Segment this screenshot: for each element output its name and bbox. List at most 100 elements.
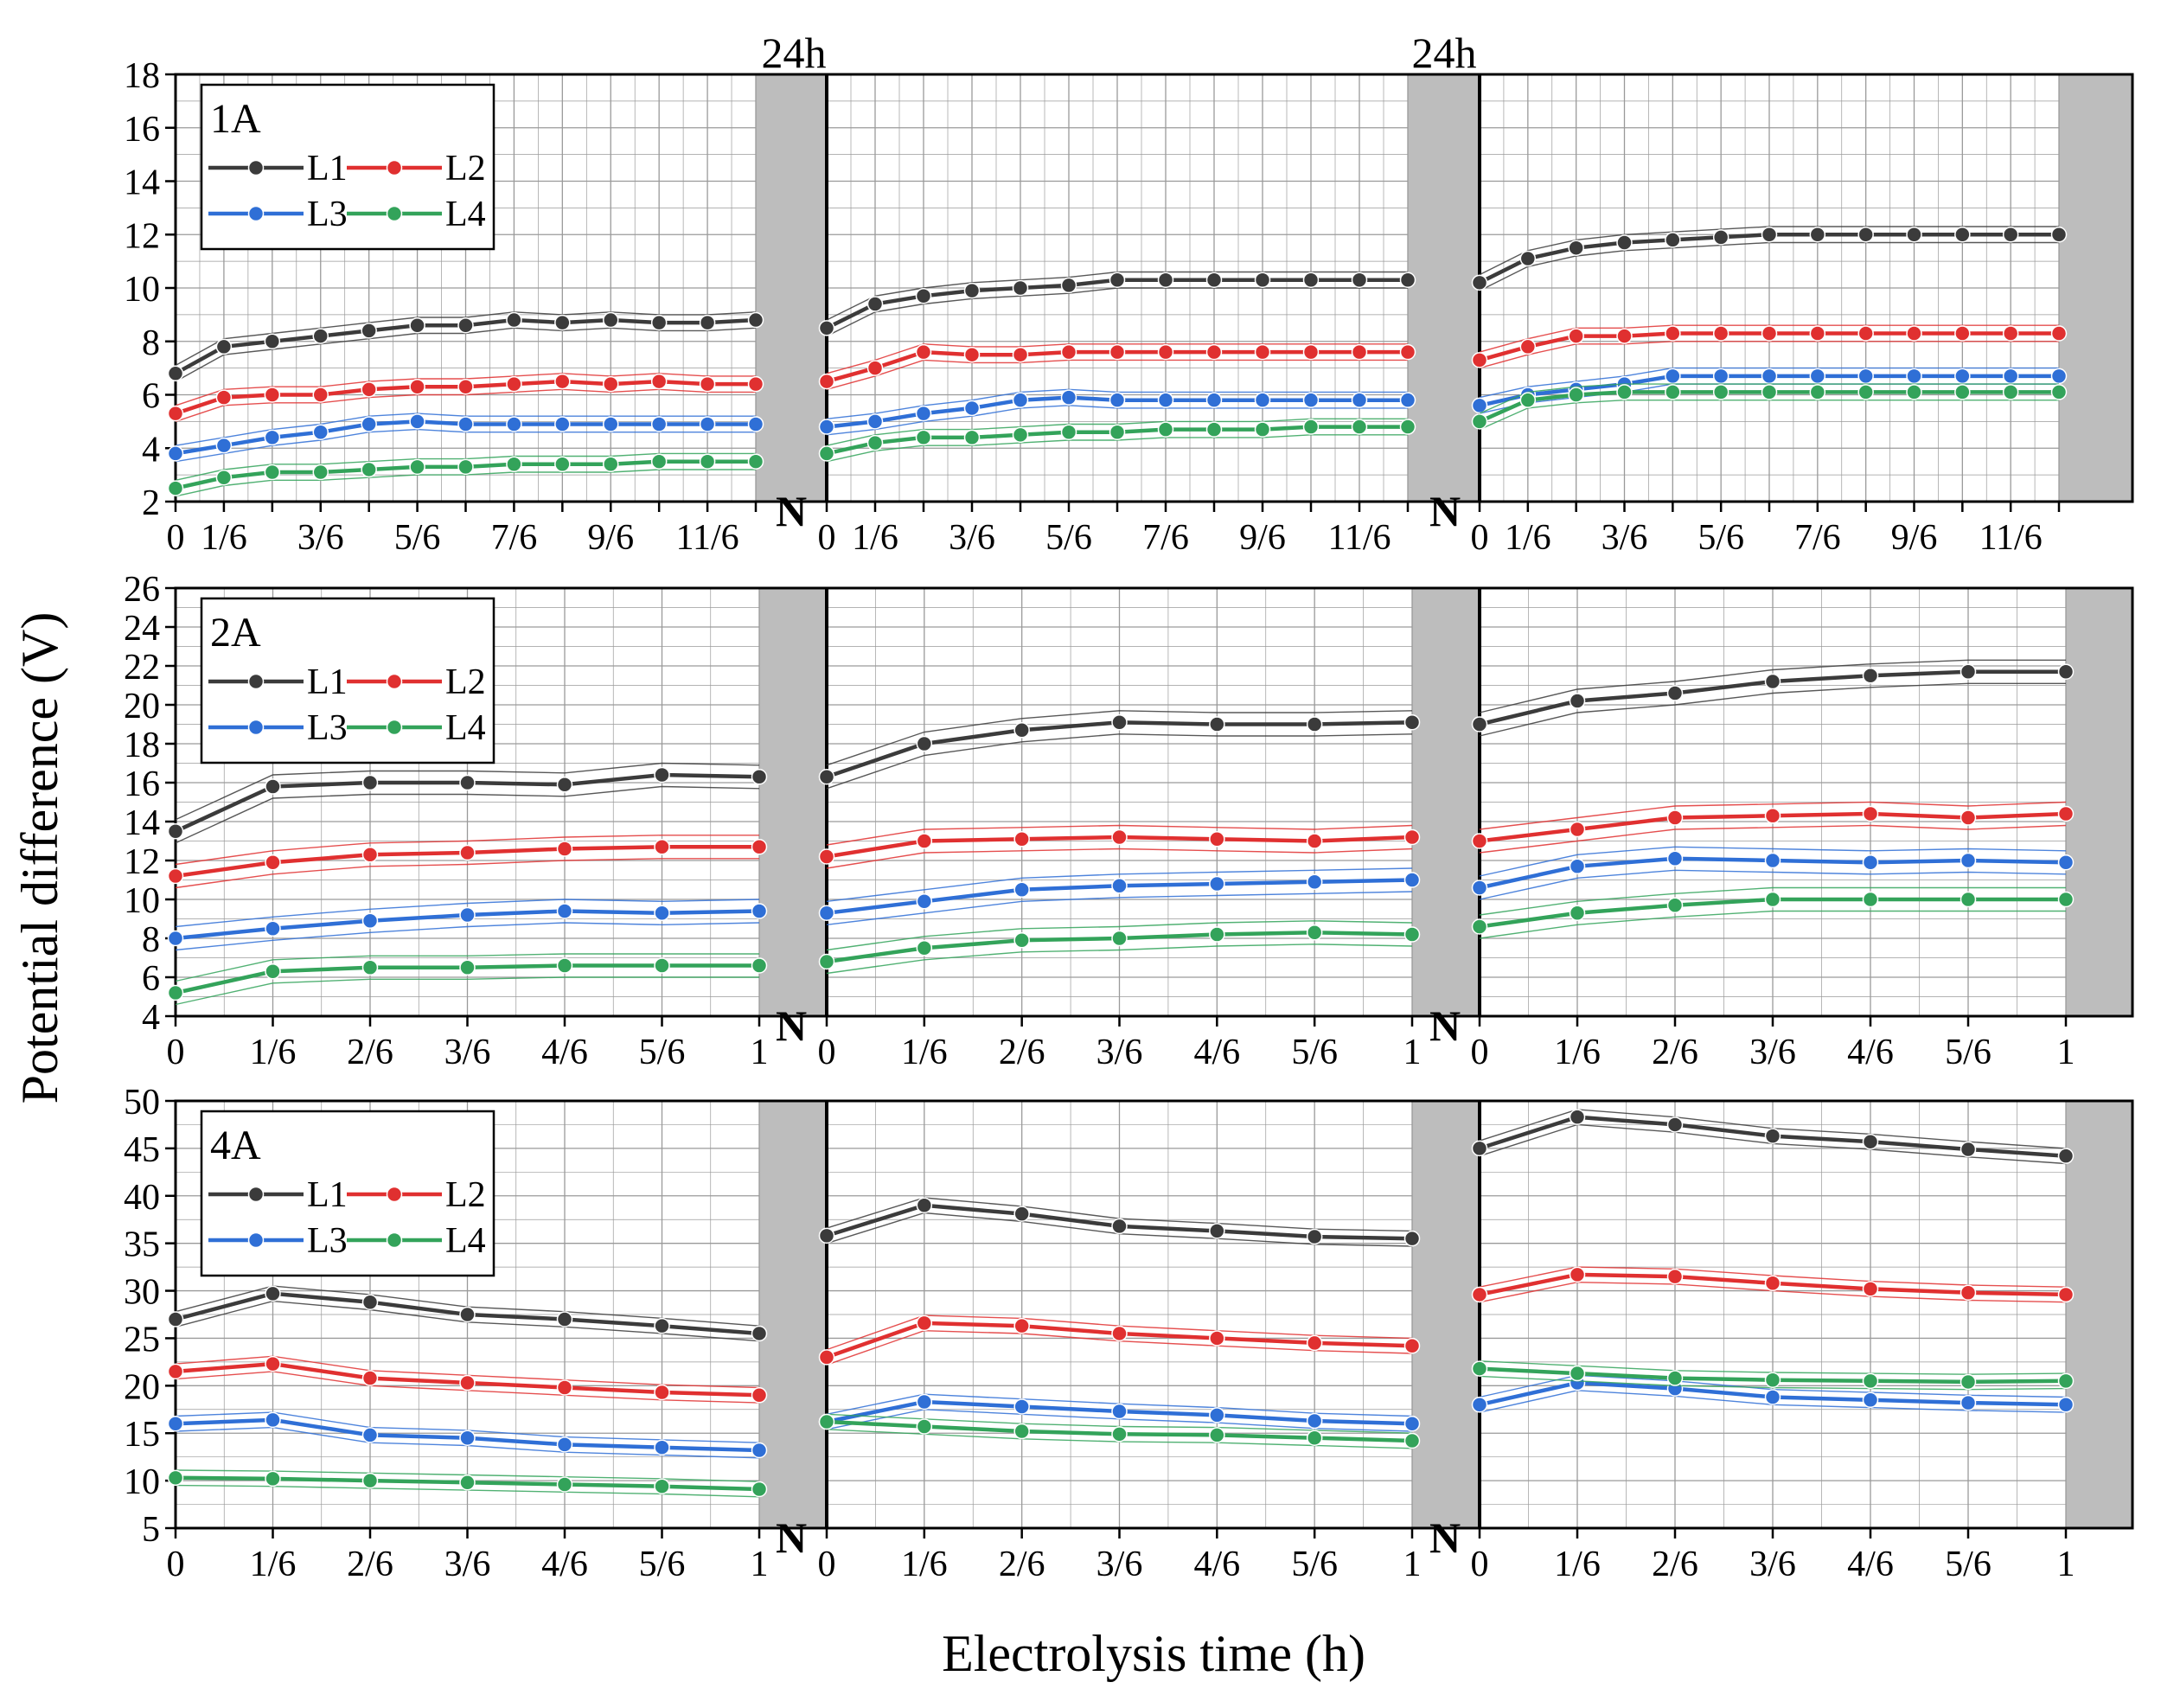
legend-marker-L2	[386, 159, 403, 176]
data-point-L1	[963, 282, 981, 299]
data-point-L2	[1568, 328, 1584, 344]
data-point-L4	[1761, 384, 1778, 400]
error-band-upper-L4	[175, 953, 759, 982]
y-tick-label: 8	[142, 323, 160, 363]
data-point-L2	[1764, 808, 1781, 824]
data-point-L2	[1862, 1281, 1879, 1297]
segment-3	[1471, 1109, 2075, 1413]
segment-2	[818, 1197, 1421, 1449]
x-tick-label: 3/6	[1749, 1545, 1796, 1584]
data-point-L3	[167, 1415, 184, 1432]
segment-3	[1471, 659, 2075, 939]
y-tick-label: 14	[124, 163, 160, 203]
error-band-lower-L4	[826, 944, 1413, 975]
data-point-L4	[1862, 891, 1879, 908]
data-point-L3	[1351, 392, 1368, 408]
data-point-L3	[361, 416, 377, 432]
data-point-L2	[459, 1374, 476, 1391]
data-point-L3	[1205, 392, 1223, 408]
data-point-L2	[167, 867, 184, 885]
data-point-L4	[265, 963, 281, 980]
data-point-L1	[556, 1311, 573, 1327]
data-point-L4	[654, 1478, 670, 1494]
x-tick-label: 4/6	[541, 1033, 588, 1072]
data-point-L1	[1111, 1218, 1128, 1235]
error-band-upper-L2	[175, 835, 759, 866]
data-point-L1	[1665, 232, 1681, 248]
data-point-L4	[312, 464, 329, 481]
data-point-L1	[167, 823, 184, 840]
y-tick-label: 4	[142, 430, 160, 470]
data-point-L3	[963, 400, 981, 417]
error-band-lower-L3	[826, 891, 1413, 925]
data-point-L3	[265, 920, 281, 937]
data-point-L1	[915, 288, 932, 304]
data-point-L2	[361, 847, 379, 863]
data-point-L1	[650, 314, 668, 331]
x-tick-label: 2/6	[1652, 1033, 1698, 1072]
data-point-L2	[1111, 1325, 1128, 1342]
data-point-L1	[866, 296, 884, 312]
x-tick-label: 2/6	[347, 1545, 393, 1584]
data-point-L4	[2057, 1372, 2075, 1390]
data-point-L1	[1764, 1128, 1781, 1144]
data-point-L2	[1809, 325, 1826, 342]
data-point-L1	[1569, 1109, 1586, 1125]
data-point-L3	[747, 416, 764, 432]
x-tick-label: 2/6	[1652, 1545, 1698, 1584]
data-point-L2	[1712, 325, 1729, 342]
data-point-L4	[1403, 926, 1421, 943]
y-tick-label: 18	[124, 726, 160, 765]
data-point-L1	[312, 328, 329, 344]
x-tick-label: 1/6	[1554, 1033, 1601, 1072]
data-point-L4	[1209, 1427, 1225, 1443]
data-point-L2	[654, 1384, 670, 1401]
data-point-L4	[2057, 891, 2075, 908]
data-point-L1	[265, 1285, 281, 1302]
data-point-L4	[1157, 421, 1174, 438]
data-point-L2	[916, 1315, 933, 1332]
data-point-L1	[747, 311, 764, 329]
data-point-L2	[167, 1363, 184, 1380]
data-point-L3	[409, 413, 425, 430]
rest-band	[2066, 1101, 2132, 1528]
data-point-L4	[654, 957, 670, 974]
error-band-upper-L4	[826, 920, 1413, 951]
y-tick-label: 26	[124, 570, 160, 610]
axis-break-mark: N	[1429, 1513, 1461, 1562]
data-point-L2	[1857, 325, 1874, 342]
data-point-L2	[1569, 1266, 1586, 1283]
rest-band	[756, 74, 827, 502]
error-band-upper-L2	[826, 824, 1413, 846]
data-point-L2	[554, 373, 571, 390]
data-point-L4	[963, 429, 981, 446]
y-tick-label: 10	[124, 881, 160, 921]
data-point-L3	[915, 405, 932, 422]
data-point-L3	[265, 1411, 281, 1429]
y-tick-label: 6	[142, 959, 160, 999]
x-tick-label: 0	[1471, 518, 1489, 558]
panel-title: 4A	[210, 1123, 261, 1168]
data-point-L3	[2057, 1397, 2075, 1413]
error-band-lower-L4	[1479, 400, 2059, 431]
data-point-L3	[1862, 854, 1879, 871]
data-point-L1	[1960, 663, 1977, 680]
axis-break-mark: N	[776, 1001, 807, 1050]
y-tick-label: 15	[124, 1415, 160, 1455]
data-point-L4	[1111, 930, 1128, 947]
data-point-L1	[1013, 1206, 1030, 1222]
y-tick-label: 12	[124, 216, 160, 256]
legend-marker-L2	[386, 1186, 403, 1203]
data-point-L1	[699, 314, 716, 331]
data-point-L1	[457, 317, 474, 334]
data-point-L1	[215, 338, 233, 355]
legend: 2A L1 L2 L3 L4	[200, 597, 495, 764]
x-tick-label: 5/6	[1945, 1545, 1992, 1584]
data-point-L3	[1764, 852, 1781, 869]
data-point-L4	[915, 429, 932, 446]
data-point-L3	[1060, 389, 1077, 406]
y-tick-label: 30	[124, 1273, 160, 1313]
y-tick-label: 20	[124, 687, 160, 726]
data-point-L1	[1569, 693, 1586, 709]
